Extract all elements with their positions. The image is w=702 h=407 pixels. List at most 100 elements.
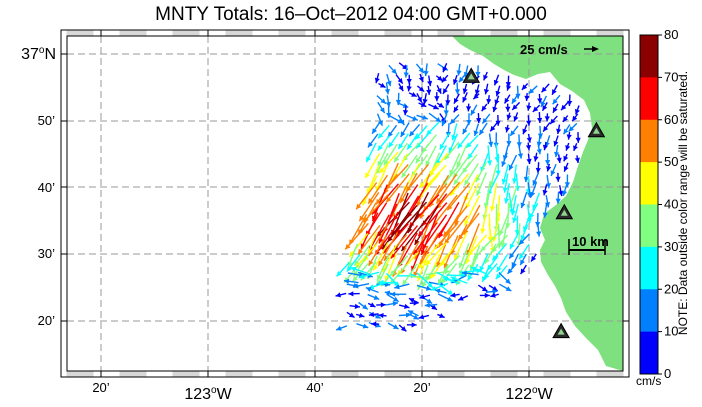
current-vector <box>528 85 538 95</box>
current-vector <box>518 243 530 260</box>
current-vector <box>526 133 532 143</box>
current-vector <box>475 65 481 77</box>
current-vector <box>406 322 417 328</box>
current-vector <box>376 113 383 127</box>
current-vector <box>436 102 445 109</box>
current-vector <box>358 301 369 310</box>
colorbar-tick-label: 70 <box>664 69 678 84</box>
current-vector <box>367 133 379 148</box>
colorbar-tick-label: 20 <box>664 281 678 296</box>
current-vector <box>442 83 450 95</box>
current-vector <box>540 95 548 108</box>
current-vector <box>541 102 548 112</box>
current-vector <box>383 143 398 166</box>
current-vector <box>422 93 428 105</box>
current-vector <box>427 75 433 87</box>
current-vector <box>515 85 521 99</box>
current-vector <box>526 102 532 111</box>
current-vector <box>377 124 390 139</box>
current-vector <box>401 263 418 286</box>
current-vector <box>476 113 482 124</box>
map-title: MNTY Totals: 16–Oct–2012 04:00 GMT+0.000 <box>155 4 547 25</box>
current-vector <box>562 124 571 135</box>
current-vector <box>386 301 399 307</box>
current-vector <box>521 83 529 91</box>
colorbar-segment <box>640 119 658 163</box>
current-vector <box>523 165 529 183</box>
current-vector <box>378 82 386 89</box>
current-vector <box>537 112 543 124</box>
current-vector <box>442 63 448 73</box>
current-vector <box>417 243 440 270</box>
current-vector <box>442 276 460 285</box>
station-marker <box>552 322 570 339</box>
colorbar-tick-label: 10 <box>664 324 678 339</box>
current-vector <box>495 265 508 280</box>
current-vector <box>349 303 361 309</box>
current-vector <box>452 75 458 85</box>
current-vector <box>574 105 580 115</box>
current-vector <box>467 234 488 257</box>
lat-label-20: 20’ <box>38 313 55 328</box>
current-vector <box>406 74 412 84</box>
current-vector <box>434 288 447 294</box>
current-vector <box>421 214 448 250</box>
current-vector <box>472 93 480 100</box>
current-vector <box>462 83 468 95</box>
current-vector <box>407 312 420 320</box>
current-vector <box>504 124 510 133</box>
current-vector <box>397 114 405 126</box>
current-vector <box>542 122 551 133</box>
current-vector <box>418 314 430 320</box>
current-vector <box>528 202 539 220</box>
current-vector <box>481 113 491 124</box>
current-vector <box>506 112 512 121</box>
lon-label-20a: 20’ <box>92 380 109 395</box>
current-vector <box>350 266 369 275</box>
current-vector <box>395 74 404 85</box>
current-vector <box>568 122 578 132</box>
current-vector <box>470 104 478 116</box>
lat-label-37n: 37oN <box>21 45 56 63</box>
current-vector <box>511 101 521 111</box>
current-vector <box>437 282 454 296</box>
current-vector <box>513 112 519 122</box>
current-vector <box>456 63 462 76</box>
current-vector <box>408 297 419 304</box>
current-vector <box>356 323 369 329</box>
colorbar-segment <box>640 162 658 205</box>
current-vector <box>437 313 445 319</box>
current-vector <box>463 65 469 78</box>
colorbar-tick-label: 30 <box>664 239 678 254</box>
current-vector <box>519 253 527 266</box>
current-vector <box>501 163 510 185</box>
lon-label-40: 40’ <box>306 380 323 395</box>
current-vector <box>573 142 578 152</box>
current-vector <box>507 263 517 275</box>
current-vector <box>505 103 511 112</box>
current-vector <box>456 144 468 168</box>
current-vector <box>448 133 459 154</box>
current-vector <box>423 63 429 77</box>
current-vector <box>436 233 451 268</box>
current-vector <box>571 113 579 122</box>
current-vector <box>378 312 387 319</box>
current-vector <box>425 241 448 266</box>
current-vector <box>567 94 573 106</box>
current-vector <box>556 154 562 164</box>
lat-label-50: 50’ <box>38 113 55 128</box>
colorbar-tick-label: 0 <box>664 366 671 381</box>
current-vector <box>377 135 391 151</box>
current-vector <box>526 153 532 165</box>
current-vector <box>476 172 488 197</box>
current-vector <box>374 72 380 84</box>
current-vector <box>435 75 444 82</box>
current-vector <box>489 122 498 132</box>
current-vector <box>426 85 432 95</box>
current-vector <box>556 124 562 135</box>
current-vector <box>437 293 453 302</box>
current-vector <box>458 243 470 269</box>
current-vector <box>509 125 519 137</box>
map-grid <box>67 36 623 371</box>
